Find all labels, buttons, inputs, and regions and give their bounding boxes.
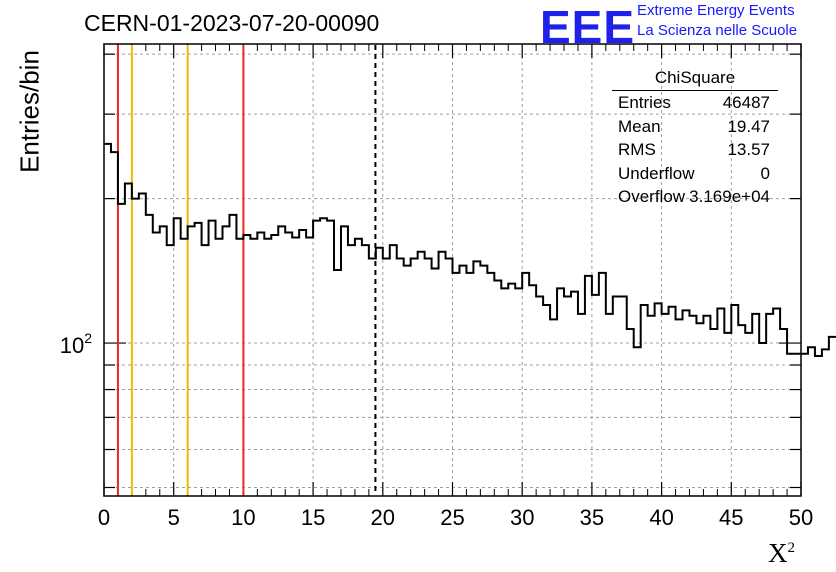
stats-box: ChiSquare Entries 46487 Mean 19.47 RMS 13.5… [612, 68, 778, 209]
x-tick-label: 30 [510, 505, 534, 530]
histogram-line [104, 142, 836, 357]
stats-label: Entries [618, 93, 671, 112]
stats-row-mean: Mean 19.47 [612, 115, 778, 139]
x-tick-label: 40 [649, 505, 673, 530]
x-tick-label: 35 [580, 505, 604, 530]
x-tick-label: 45 [719, 505, 743, 530]
stats-label: Underflow [618, 163, 695, 183]
stats-row-overflow: Overflow 3.169e+04 [612, 185, 778, 209]
x-tick-label: 20 [371, 505, 395, 530]
x-tick-labels: 0 5 10 15 20 25 30 35 40 45 50 [98, 505, 813, 530]
y-tick-label: 102 [60, 330, 92, 358]
stats-value: 46487 [722, 93, 770, 112]
x-tick-label: 50 [789, 505, 813, 530]
stats-title: ChiSquare [612, 68, 778, 91]
logo-line-2: La Scienza nelle Scuole [637, 22, 798, 39]
stats-value: 0 [760, 163, 770, 183]
x-tick-label: 15 [301, 505, 325, 530]
reference-lines [116, 45, 377, 495]
x-tick-label: 25 [440, 505, 464, 530]
run-title: CERN-01-2023-07-20-00090 [84, 10, 380, 36]
stats-row-underflow: Underflow 0 [612, 162, 778, 186]
stats-value: 13.57 [727, 140, 770, 159]
stats-row-rms: RMS 13.57 [612, 138, 778, 162]
x-axis-label-exp: 2 [787, 540, 796, 556]
x-tick-label: 0 [98, 505, 110, 530]
x-tick-label: 5 [168, 505, 180, 530]
y-tick-labels: 102 [60, 330, 92, 358]
stats-label: RMS [618, 140, 656, 159]
stats-row-entries: Entries 46487 [612, 91, 778, 115]
x-axis-label: X2 [768, 538, 795, 569]
x-tick-label: 10 [231, 505, 255, 530]
eee-logo: EEE [540, 1, 636, 53]
stats-value: 19.47 [727, 116, 770, 136]
y-axis-label: Entries/bin [14, 50, 45, 173]
x-axis-label-base: X [768, 538, 788, 568]
logo-line-1: Extreme Energy Events [637, 2, 795, 19]
stats-value: 3.169e+04 [689, 187, 770, 206]
stats-label: Mean [618, 116, 661, 136]
stats-label: Overflow [618, 187, 686, 206]
axis-ticks [103, 44, 802, 496]
